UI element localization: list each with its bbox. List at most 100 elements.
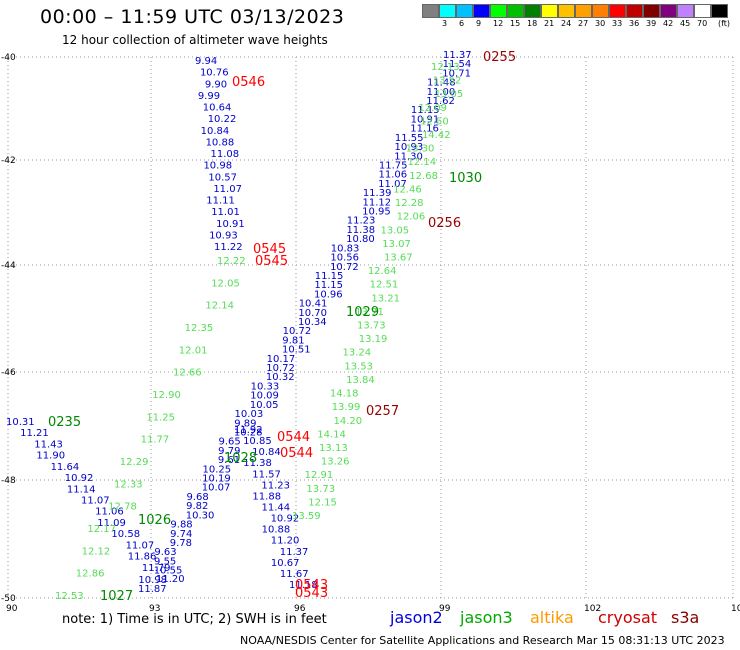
wave-height-value: 11.86 (128, 552, 157, 563)
wave-height-color-scale: 3 6 9 12 15 18 21 24 27 30 33 36 39 42 45 70 (ft) (422, 4, 731, 34)
wave-height-value: 12.53 (55, 591, 84, 602)
wave-height-value: 10.84 (252, 447, 281, 458)
wave-height-value: 11.87 (138, 584, 167, 595)
wave-height-value: 10.85 (243, 436, 272, 447)
wave-height-value: 11.12 (362, 197, 391, 208)
wave-height-value: 10.09 (250, 391, 279, 402)
wave-height-value: 13.99 (332, 402, 361, 413)
color-scale-label: 18 (527, 19, 538, 28)
color-scale-label: 27 (578, 19, 589, 28)
color-swatch (524, 4, 541, 18)
wave-height-value: 11.07 (378, 179, 407, 190)
color-scale-label: 9 (476, 19, 482, 28)
wave-height-value: 11.20 (271, 536, 300, 547)
wave-height-value: 12.33 (114, 479, 143, 490)
wave-height-value: 11.07 (81, 496, 110, 507)
wave-height-value: 13.13 (319, 443, 348, 454)
wave-height-value: 9.99 (198, 91, 220, 102)
pass-time-label: 0545 (253, 242, 286, 257)
pass-time-label: 1030 (449, 171, 482, 186)
wave-height-value: 10.70 (298, 308, 327, 319)
color-swatch (541, 4, 558, 18)
color-scale-label: 15 (510, 19, 521, 28)
wave-height-value: 9.79 (218, 446, 240, 457)
wave-height-value: 11.75 (379, 160, 408, 171)
wave-height-value: 10.67 (271, 558, 300, 569)
wave-height-value: 14.18 (330, 389, 359, 400)
wave-height-value: 11.62 (426, 96, 455, 107)
wave-height-value: 12.35 (185, 323, 214, 334)
longitude-label: 96 (294, 604, 306, 614)
wave-height-value: 10.84 (201, 126, 230, 137)
satellite-legend-cryosat: cryosat (598, 608, 658, 627)
color-swatch (660, 4, 677, 18)
satellite-legend-jason2: jason2 (390, 608, 443, 627)
wave-height-value: 12.06 (397, 212, 426, 223)
wave-height-value: 11.48 (427, 78, 456, 89)
wave-height-value: 13.26 (321, 457, 350, 468)
wave-height-value: 12.17 (87, 524, 116, 535)
jason3-track: 12.22 12.05 12.14 12.35 12.01 12.66 12.90 11.25… (55, 256, 246, 602)
wave-height-value: 10.72 (283, 326, 312, 337)
wave-height-value: 9.94 (195, 56, 217, 67)
color-swatch (456, 4, 473, 18)
wave-height-value: 11.92 (234, 425, 263, 436)
wave-height-value: 11.44 (262, 503, 291, 514)
wave-height-value: 10.96 (314, 289, 343, 300)
pass-time-label: 1026 (138, 513, 171, 528)
wave-height-value: 11.09 (97, 518, 126, 529)
wave-height-value: 10.71 (442, 68, 471, 79)
wave-height-value: 10.28 (234, 427, 263, 438)
wave-height-value: 12.05 (211, 278, 240, 289)
wave-height-value: 13.07 (382, 239, 411, 250)
wave-height-value: 10.03 (235, 409, 264, 420)
pass-time-label: 0256 (428, 216, 461, 231)
wave-height-value: 12.13 (431, 62, 460, 73)
pass-time-label: 0546 (232, 75, 265, 90)
wave-height-value: 9.78 (170, 538, 192, 549)
wave-height-value: 10.98 (138, 575, 167, 586)
wave-height-value: 11.18 (289, 580, 318, 591)
wave-height-value: 11.16 (410, 124, 439, 135)
wave-height-value: 9.89 (234, 418, 256, 429)
wave-height-value: 14.20 (333, 416, 362, 427)
color-swatch (626, 4, 643, 18)
color-scale-label: 42 (663, 19, 674, 28)
color-swatch (558, 4, 575, 18)
wave-height-value: 10.05 (250, 400, 279, 411)
jason3-track: 12.13 13.52 13.05 12.09 12.50 14.42 13.30 12.14… (292, 62, 463, 522)
color-swatch (694, 4, 711, 18)
color-swatch (490, 4, 507, 18)
wave-height-value: 12.14 (205, 301, 234, 312)
wave-height-value: 11.30 (394, 151, 423, 162)
color-scale-unit: (ft) (718, 19, 731, 28)
color-swatch (575, 4, 592, 18)
latitude-label: -46 (1, 368, 16, 378)
wave-height-value: 12.68 (409, 171, 438, 182)
color-scale-label: 30 (595, 19, 606, 28)
wave-height-value: 10.76 (200, 68, 229, 79)
wave-height-value: 11.08 (211, 149, 240, 160)
pass-time-label: 0544 (277, 430, 310, 445)
wave-height-value: 12.86 (76, 569, 105, 580)
color-scale-label: 45 (680, 19, 691, 28)
wave-height-value: 11.01 (211, 207, 240, 218)
wave-height-value: 12.50 (420, 116, 449, 127)
jason2-track: 10.3111.2111.4311.9011.6410.9211.1411.07… (6, 417, 185, 585)
wave-height-value: 12.09 (418, 103, 447, 114)
wave-height-value: 12.46 (393, 184, 422, 195)
color-swatch (609, 4, 626, 18)
wave-height-value: 12.01 (179, 345, 208, 356)
color-swatch (643, 4, 660, 18)
wave-height-value: 10.33 (251, 381, 280, 392)
page-subtitle: 12 hour collection of altimeter wave hei… (62, 33, 328, 47)
wave-height-value: 13.21 (371, 293, 400, 304)
color-scale-label: 39 (646, 19, 657, 28)
color-swatch (439, 4, 456, 18)
wave-height-value: 11.06 (95, 507, 124, 518)
longitude-label: 99 (439, 604, 451, 614)
wave-height-value: 11.43 (34, 439, 63, 450)
latitude-label: -44 (1, 261, 16, 271)
wave-height-value: 11.15 (314, 280, 343, 291)
